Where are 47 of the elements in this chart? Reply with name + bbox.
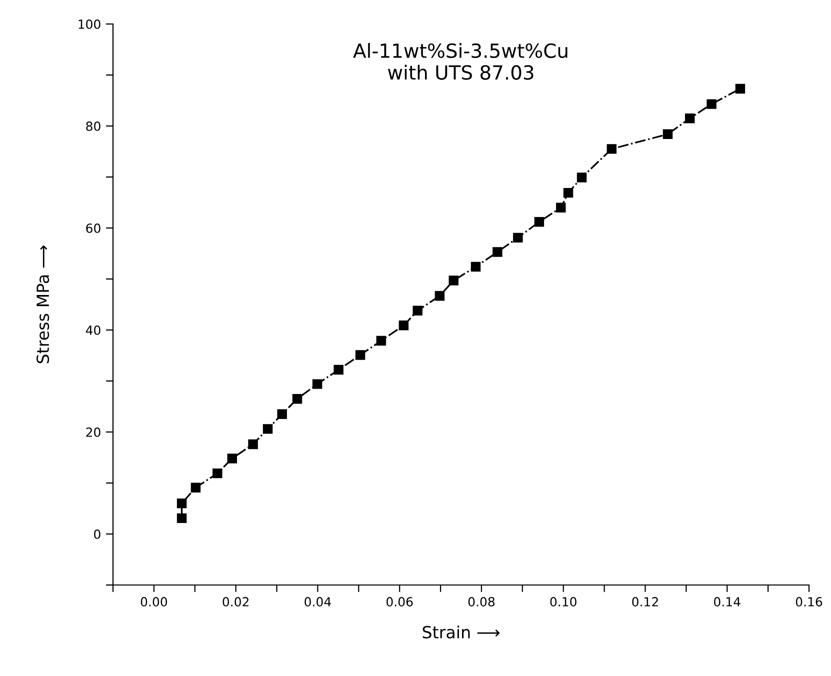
x-tick-label: 0.14 (714, 597, 740, 606)
x-tick-label: 0.06 (386, 597, 413, 606)
point (398, 320, 409, 330)
point (277, 409, 287, 420)
y-tick-label: 0 (94, 529, 100, 539)
point (735, 84, 746, 94)
point (248, 439, 258, 450)
point (492, 247, 502, 257)
point (470, 262, 481, 272)
x-tick-label: 0.16 (796, 597, 822, 606)
point (227, 454, 237, 464)
x-tick-label: 0.08 (468, 597, 495, 606)
point (534, 217, 544, 227)
point (448, 276, 458, 286)
point (606, 144, 617, 154)
x-tick-label: 0.00 (140, 597, 168, 606)
point (685, 113, 695, 124)
point (355, 350, 366, 360)
point (513, 232, 523, 243)
point (292, 394, 302, 404)
point (412, 306, 422, 316)
point (576, 172, 587, 182)
point (262, 424, 273, 434)
point (434, 290, 445, 301)
y-tick-label: 40 (86, 325, 100, 335)
x-tick-label: 0.04 (304, 597, 331, 606)
y-tick-label: 20 (86, 427, 100, 437)
y-tick-label: 60 (86, 223, 100, 233)
point (176, 513, 187, 524)
point (312, 379, 322, 389)
y-tick-label: 80 (86, 121, 100, 131)
x-tick-label: 0.10 (550, 597, 576, 606)
y-tick-label: 100 (78, 19, 100, 29)
x-tick-label: 0.02 (222, 597, 248, 606)
x-axis-title: Strain ⟶ (422, 626, 500, 638)
point (556, 202, 566, 212)
point (376, 336, 386, 346)
point (212, 468, 222, 478)
point (334, 364, 344, 375)
point (662, 129, 673, 140)
point (563, 188, 574, 198)
y-axis-title: Stress MPa ⟶ (36, 246, 50, 364)
point (706, 99, 716, 109)
point (176, 498, 187, 508)
point (190, 482, 201, 492)
text: Al-11wt%Si-3.5wt%Cu with UTS 87.03 (353, 43, 568, 80)
x-tick-label: 0.12 (632, 597, 658, 606)
